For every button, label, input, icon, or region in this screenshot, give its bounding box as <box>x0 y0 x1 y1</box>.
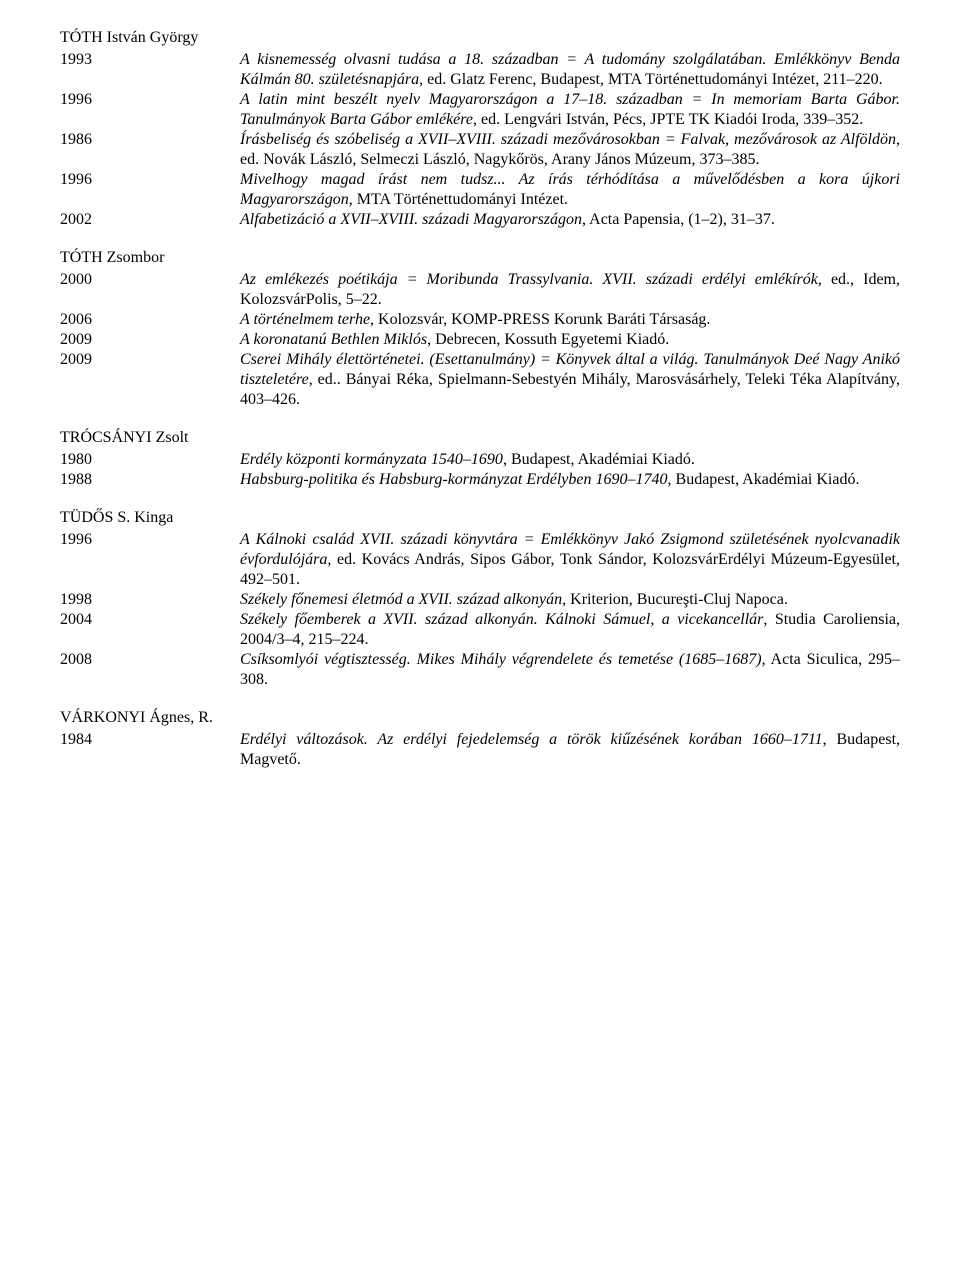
bibliography-content: TÓTH István György1993A kisnemesség olva… <box>60 28 900 770</box>
bibliography-entry: 1980Erdély központi kormányzata 1540–169… <box>60 450 900 470</box>
entry-year: 1988 <box>60 470 240 490</box>
entry-description: A kisnemesség olvasni tudása a 18. száza… <box>240 50 900 90</box>
entry-year: 1998 <box>60 590 240 610</box>
entry-year: 2009 <box>60 330 240 350</box>
entry-description: Csíksomlyói végtisztesség. Mikes Mihály … <box>240 650 900 690</box>
author-heading: TÓTH István György <box>60 28 900 48</box>
entry-description: Az emlékezés poétikája = Moribunda Trass… <box>240 270 900 310</box>
bibliography-entry: 2008Csíksomlyói végtisztesség. Mikes Mih… <box>60 650 900 690</box>
entry-year: 2004 <box>60 610 240 650</box>
entry-year: 1986 <box>60 130 240 170</box>
bibliography-entry: 1996Mivelhogy magad írást nem tudsz... A… <box>60 170 900 210</box>
entry-description: Habsburg-politika és Habsburg-kormányzat… <box>240 470 900 490</box>
bibliography-entry: 1993A kisnemesség olvasni tudása a 18. s… <box>60 50 900 90</box>
entry-year: 2009 <box>60 350 240 410</box>
bibliography-entry: 2009Cserei Mihály élettörténetei. (Esett… <box>60 350 900 410</box>
entry-year: 2006 <box>60 310 240 330</box>
entry-description: A Kálnoki család XVII. századi könyvtára… <box>240 530 900 590</box>
entry-description: Cserei Mihály élettörténetei. (Esettanul… <box>240 350 900 410</box>
entry-description: A latin mint beszélt nyelv Magyarországo… <box>240 90 900 130</box>
entry-description: Erdélyi változások. Az erdélyi fejedelem… <box>240 730 900 770</box>
entry-description: Székely főnemesi életmód a XVII. század … <box>240 590 900 610</box>
entry-description: Mivelhogy magad írást nem tudsz... Az ír… <box>240 170 900 210</box>
entry-description: A koronatanú Bethlen Miklós, Debrecen, K… <box>240 330 900 350</box>
entry-year: 1984 <box>60 730 240 770</box>
entry-year: 1993 <box>60 50 240 90</box>
bibliography-entry: 1998Székely főnemesi életmód a XVII. szá… <box>60 590 900 610</box>
bibliography-entry: 2002Alfabetizáció a XVII–XVIII. századi … <box>60 210 900 230</box>
bibliography-entry: 1988Habsburg-politika és Habsburg-kormán… <box>60 470 900 490</box>
bibliography-entry: 1996A Kálnoki család XVII. századi könyv… <box>60 530 900 590</box>
entry-year: 2008 <box>60 650 240 690</box>
entry-year: 1980 <box>60 450 240 470</box>
entry-description: A történelmem terhe, Kolozsvár, KOMP-PRE… <box>240 310 900 330</box>
entry-year: 1996 <box>60 90 240 130</box>
author-heading: VÁRKONYI Ágnes, R. <box>60 708 900 728</box>
bibliography-section: TÜDŐS S. Kinga1996A Kálnoki család XVII.… <box>60 508 900 690</box>
entry-description: Erdély központi kormányzata 1540–1690, B… <box>240 450 900 470</box>
entry-description: Székely főemberek a XVII. század alkonyá… <box>240 610 900 650</box>
bibliography-entry: 2006A történelmem terhe, Kolozsvár, KOMP… <box>60 310 900 330</box>
bibliography-entry: 1996A latin mint beszélt nyelv Magyarors… <box>60 90 900 130</box>
bibliography-entry: 2004Székely főemberek a XVII. század alk… <box>60 610 900 650</box>
bibliography-section: TÓTH Zsombor2000Az emlékezés poétikája =… <box>60 248 900 410</box>
bibliography-entry: 2000Az emlékezés poétikája = Moribunda T… <box>60 270 900 310</box>
bibliography-section: VÁRKONYI Ágnes, R.1984Erdélyi változások… <box>60 708 900 770</box>
author-heading: TRÓCSÁNYI Zsolt <box>60 428 900 448</box>
entry-year: 1996 <box>60 530 240 590</box>
bibliography-entry: 1984Erdélyi változások. Az erdélyi fejed… <box>60 730 900 770</box>
entry-year: 2002 <box>60 210 240 230</box>
entry-description: Alfabetizáció a XVII–XVIII. századi Magy… <box>240 210 900 230</box>
bibliography-entry: 2009A koronatanú Bethlen Miklós, Debrece… <box>60 330 900 350</box>
bibliography-section: TÓTH István György1993A kisnemesség olva… <box>60 28 900 230</box>
entry-description: Írásbeliség és szóbeliség a XVII–XVIII. … <box>240 130 900 170</box>
entry-year: 2000 <box>60 270 240 310</box>
author-heading: TÓTH Zsombor <box>60 248 900 268</box>
entry-year: 1996 <box>60 170 240 210</box>
bibliography-section: TRÓCSÁNYI Zsolt1980Erdély központi kormá… <box>60 428 900 490</box>
bibliography-entry: 1986Írásbeliség és szóbeliség a XVII–XVI… <box>60 130 900 170</box>
author-heading: TÜDŐS S. Kinga <box>60 508 900 528</box>
